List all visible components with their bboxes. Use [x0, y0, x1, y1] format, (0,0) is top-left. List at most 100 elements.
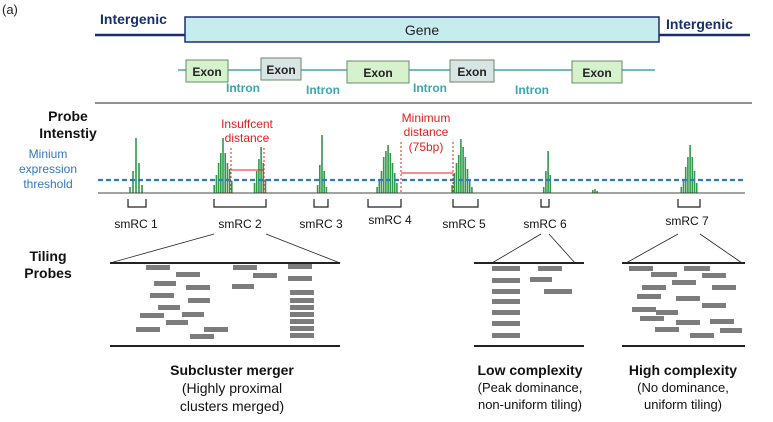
cluster-label-smrc6: smRC 6 [523, 217, 567, 231]
low-caption-line2: non-uniform tiling) [478, 397, 582, 412]
probe-tile [146, 265, 170, 270]
probe-tile [712, 285, 736, 290]
probe-tile [290, 326, 314, 331]
probe-tile [690, 333, 714, 338]
cluster-bracket [540, 199, 550, 208]
probe-tile [702, 303, 726, 308]
intensity-peak-bar [138, 163, 140, 193]
probe-tile [656, 310, 678, 315]
intensity-peak-bar [378, 179, 381, 193]
cluster-bracket [367, 199, 402, 208]
probe-tile [672, 280, 696, 285]
cluster-brackets [127, 199, 701, 208]
high-zoom-left [625, 233, 679, 264]
exon-5-label: Exon [582, 66, 611, 80]
probe-tile [642, 285, 666, 290]
low-zoom-right [548, 233, 576, 264]
cluster-label-smrc5: smRC 5 [442, 217, 486, 231]
intensity-peak-bar [213, 185, 215, 193]
cluster-label-smrc3: smRC 3 [299, 217, 343, 231]
exon-2-label: Exon [266, 63, 295, 77]
intensity-peak-bar [222, 138, 224, 193]
intensity-peak-bar [468, 181, 471, 193]
probe-tile [684, 266, 710, 271]
cluster-label-smrc7: smRC 7 [665, 214, 709, 228]
intergenic-left-label: Intergenic [100, 11, 167, 27]
intensity-peak-bar [682, 179, 685, 193]
probe-intensity-title-line2: Intenstiy [39, 125, 97, 141]
tiling-title-line1: Tiling [29, 248, 66, 264]
gene-box [184, 16, 660, 43]
probe-tile [544, 289, 572, 294]
intensity-peak-bar [393, 173, 396, 193]
exon-4-label: Exon [457, 65, 486, 79]
probe-tile [233, 265, 257, 270]
intensity-peak-bar [396, 183, 398, 193]
probe-tile [655, 327, 679, 332]
probe-tile [186, 285, 210, 290]
probe-tile [290, 312, 314, 317]
probe-tile [290, 305, 314, 310]
cluster-bracket [677, 199, 701, 208]
merger-caption-title: Subcluster merger [170, 362, 294, 378]
exon-5 [571, 60, 623, 84]
intensity-peak-bar [387, 145, 389, 193]
intensity-peak-bar [253, 183, 256, 193]
probe-tile [492, 266, 520, 271]
intensity-peak-bar [455, 163, 458, 193]
intensity-peak-bar [135, 138, 137, 193]
probe-tile [492, 289, 520, 294]
cluster-bracket [313, 199, 329, 208]
intensity-peak-bar [389, 153, 392, 193]
intensity-peak-bar [319, 165, 321, 193]
panel-label: (a) [2, 2, 18, 17]
intensity-peak-bar [471, 187, 473, 193]
cluster-bracket [127, 199, 147, 208]
intensity-peak-bar [545, 171, 547, 193]
intensity-peak-bar [255, 171, 258, 193]
merger-caption-line2: clusters merged) [180, 398, 284, 414]
intron-1-label: Intron [226, 81, 260, 95]
gene-track: Intergenic Intergenic Gene Exon Exon Exo… [95, 11, 750, 97]
intensity-peak-bar [224, 153, 226, 193]
intensity-peak-bar [385, 151, 387, 193]
intensity-peak-bar [542, 187, 545, 193]
probe-tile [676, 320, 700, 325]
probe-tile [176, 272, 200, 277]
probe-tile [676, 296, 700, 301]
intensity-peak-bar [453, 173, 456, 193]
intensity-peak-bar [132, 171, 134, 193]
intensity-peak-bar [592, 190, 594, 193]
probe-tile [232, 284, 254, 289]
high-caption-title: High complexity [629, 362, 737, 378]
insufficient-label-line1: Insuffcent [221, 117, 273, 131]
intensity-peak-bar [129, 187, 131, 193]
probe-tile [182, 312, 204, 317]
probe-tile [651, 272, 677, 277]
minimum-label-line2: distance [404, 125, 449, 139]
probe-tile [290, 333, 314, 338]
intensity-peak-bar [376, 187, 378, 193]
probe-tile [492, 278, 520, 283]
gene-label: Gene [405, 22, 439, 38]
probe-tile [290, 319, 314, 324]
intensity-peak-bar [460, 139, 462, 193]
exon-3 [346, 60, 410, 84]
threshold-label-line1: Minium [29, 147, 68, 161]
intensity-peak-bar [391, 163, 394, 193]
minimum-label-line1: Minimum [402, 111, 451, 125]
low-caption-title: Low complexity [477, 362, 582, 378]
probe-tile [492, 333, 520, 338]
probe-tile [190, 334, 214, 339]
probe-tile [188, 298, 210, 303]
intron-4-label: Intron [515, 83, 549, 97]
intergenic-right-label: Intergenic [666, 16, 733, 32]
threshold-label-line2: expression [19, 162, 77, 176]
probe-tile [140, 313, 164, 318]
low-caption-line1: (Peak dominance, [478, 380, 583, 395]
intensity-peak-bar [262, 163, 265, 193]
intensity-peak-bar [462, 147, 464, 193]
insufficient-label-line2: distance [225, 131, 270, 145]
intensity-peak-bar [382, 157, 385, 193]
